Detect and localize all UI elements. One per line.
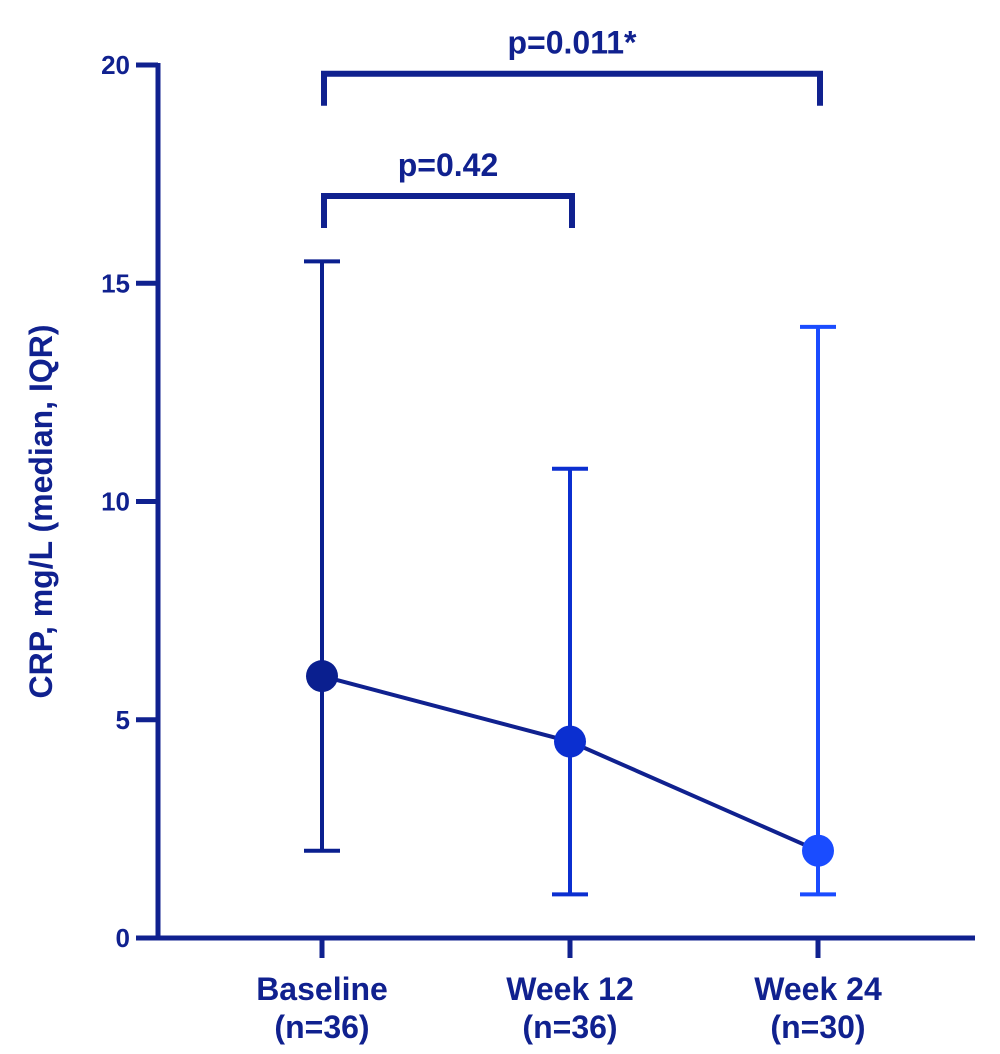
median-series xyxy=(304,259,836,897)
p-value-label: p=0.011* xyxy=(508,25,638,61)
x-tick-label: Baseline xyxy=(256,971,388,1007)
x-tick-label: Week 12 xyxy=(506,971,634,1007)
y-tick-label: 0 xyxy=(116,923,130,953)
median-point xyxy=(802,834,834,867)
median-point xyxy=(554,725,586,758)
y-tick-label: 15 xyxy=(101,268,130,298)
p-value-label: p=0.42 xyxy=(398,147,499,183)
y-tick-label: 10 xyxy=(101,487,130,517)
y-tick-label: 5 xyxy=(116,705,130,735)
significance-bracket xyxy=(321,192,575,228)
x-tick-sublabel: (n=36) xyxy=(522,1009,617,1045)
y-tick-label: 20 xyxy=(101,50,130,80)
significance-brackets: p=0.42 p=0.011* xyxy=(321,25,823,228)
significance-bracket xyxy=(321,70,823,106)
y-axis-label: CRP, mg/L (median, IQR) xyxy=(23,325,59,699)
x-tick-label: Week 24 xyxy=(754,971,882,1007)
median-point xyxy=(306,660,338,693)
x-tick-sublabel: (n=30) xyxy=(770,1009,865,1045)
x-tick-sublabel: (n=36) xyxy=(274,1009,369,1045)
